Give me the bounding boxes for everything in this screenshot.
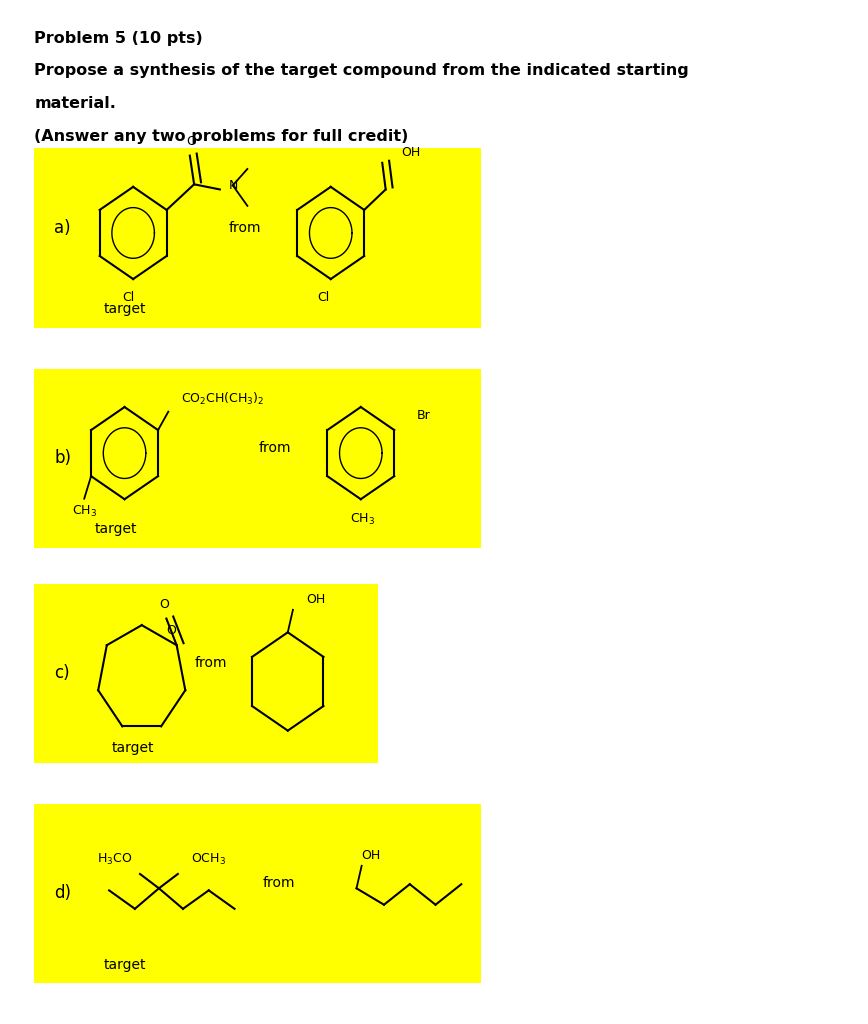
Text: O: O: [187, 135, 196, 147]
Text: (Answer any two problems for full credit): (Answer any two problems for full credit…: [35, 129, 409, 144]
Text: O: O: [167, 624, 176, 637]
Text: Problem 5 (10 pts): Problem 5 (10 pts): [35, 31, 203, 46]
Text: target: target: [95, 522, 137, 537]
Text: OCH$_3$: OCH$_3$: [191, 852, 227, 867]
Text: from: from: [263, 877, 295, 890]
Text: CH$_3$: CH$_3$: [350, 512, 375, 527]
Text: d): d): [54, 885, 71, 902]
Text: b): b): [54, 450, 71, 467]
Text: Cl: Cl: [122, 291, 135, 304]
Text: from: from: [194, 656, 227, 670]
Text: Propose a synthesis of the target compound from the indicated starting: Propose a synthesis of the target compou…: [35, 63, 689, 79]
FancyBboxPatch shape: [35, 369, 481, 548]
Text: target: target: [112, 740, 155, 755]
Text: CO$_2$CH(CH$_3$)$_2$: CO$_2$CH(CH$_3$)$_2$: [181, 391, 264, 408]
Text: OH: OH: [306, 593, 326, 606]
Text: O: O: [159, 598, 168, 610]
Text: CH$_3$: CH$_3$: [72, 504, 96, 518]
FancyBboxPatch shape: [35, 804, 481, 983]
FancyBboxPatch shape: [35, 148, 481, 328]
Text: target: target: [103, 957, 146, 972]
Text: target: target: [103, 302, 146, 316]
Text: OH: OH: [401, 146, 420, 159]
Text: from: from: [228, 221, 261, 234]
Text: H$_3$CO: H$_3$CO: [96, 852, 132, 867]
Text: a): a): [54, 219, 71, 237]
Text: c): c): [54, 665, 69, 682]
Text: from: from: [259, 441, 291, 455]
Text: N: N: [228, 179, 238, 191]
Text: OH: OH: [361, 849, 380, 862]
Text: Br: Br: [417, 410, 431, 422]
FancyBboxPatch shape: [35, 584, 378, 763]
Text: Cl: Cl: [318, 291, 330, 304]
Text: material.: material.: [35, 96, 116, 112]
